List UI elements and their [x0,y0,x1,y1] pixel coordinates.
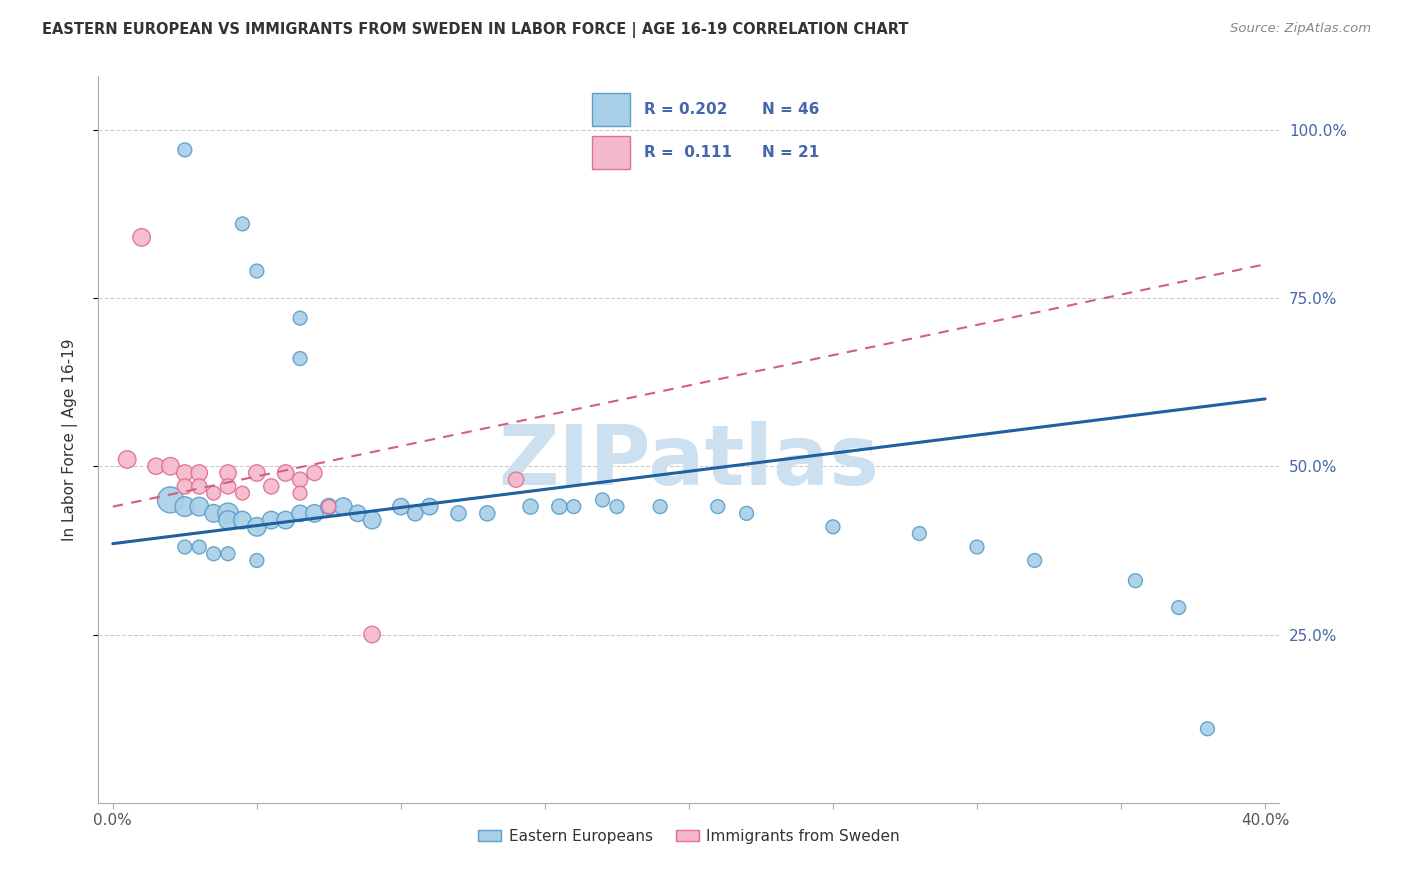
Point [217,513,239,527]
Point [188,540,211,554]
Point [217,507,239,521]
Text: N = 21: N = 21 [762,145,818,161]
Point [217,547,239,561]
Point [288,351,311,366]
Point [145,459,167,474]
Point [288,486,311,500]
FancyBboxPatch shape [592,136,630,169]
Point [1125,574,1147,588]
Point [1197,722,1219,736]
Point [217,479,239,493]
Point [173,466,195,480]
Point [159,459,181,474]
Text: R = 0.202: R = 0.202 [644,102,727,117]
Point [260,479,283,493]
Point [173,143,195,157]
Point [231,217,253,231]
Point [159,492,181,507]
Point [821,520,844,534]
Point [304,507,326,521]
Point [562,500,585,514]
Point [274,513,297,527]
Point [592,492,614,507]
Point [231,486,253,500]
Point [519,500,541,514]
Point [389,500,412,514]
Point [332,500,354,514]
Point [361,627,384,641]
Legend: Eastern Europeans, Immigrants from Sweden: Eastern Europeans, Immigrants from Swede… [472,822,905,850]
Point [246,466,269,480]
Point [966,540,988,554]
Point [419,500,441,514]
Point [288,473,311,487]
Point [202,486,225,500]
Point [318,500,340,514]
Point [173,500,195,514]
Point [131,230,153,244]
Point [202,507,225,521]
Point [188,500,211,514]
Point [361,513,384,527]
Point [274,466,297,480]
Point [735,507,758,521]
Text: Source: ZipAtlas.com: Source: ZipAtlas.com [1230,22,1371,36]
Point [246,553,269,567]
Point [1024,553,1046,567]
Point [447,507,470,521]
Point [188,466,211,480]
Point [288,311,311,326]
Point [217,466,239,480]
Point [115,452,138,467]
Point [173,540,195,554]
Point [231,513,253,527]
Point [246,520,269,534]
Point [246,264,269,278]
Point [706,500,728,514]
Point [260,513,283,527]
Y-axis label: In Labor Force | Age 16-19: In Labor Force | Age 16-19 [62,338,77,541]
Point [202,547,225,561]
FancyBboxPatch shape [592,93,630,126]
Point [346,507,368,521]
Text: ZIPatlas: ZIPatlas [499,421,879,501]
Point [505,473,527,487]
Point [606,500,628,514]
Text: EASTERN EUROPEAN VS IMMIGRANTS FROM SWEDEN IN LABOR FORCE | AGE 16-19 CORRELATIO: EASTERN EUROPEAN VS IMMIGRANTS FROM SWED… [42,22,908,38]
Point [1167,600,1189,615]
Text: R =  0.111: R = 0.111 [644,145,731,161]
Point [288,507,311,521]
Point [304,466,326,480]
Point [404,507,426,521]
Point [548,500,571,514]
Point [477,507,499,521]
Point [173,479,195,493]
Point [318,500,340,514]
Point [188,479,211,493]
Point [650,500,672,514]
Text: N = 46: N = 46 [762,102,820,117]
Point [908,526,931,541]
